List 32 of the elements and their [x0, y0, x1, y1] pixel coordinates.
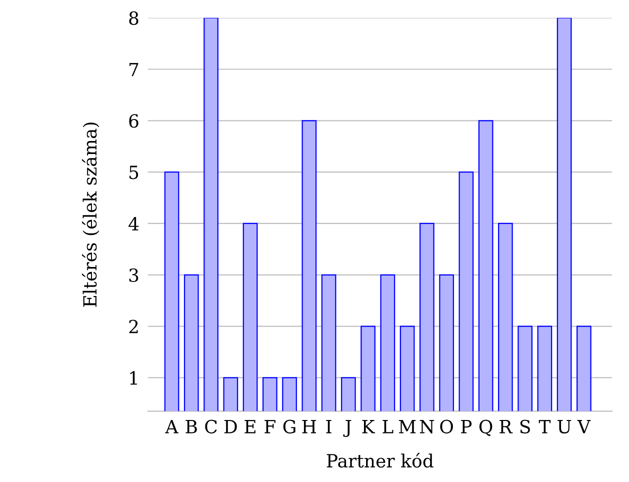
x-tick-label: B [186, 420, 197, 434]
x-tick-label: L [382, 420, 394, 434]
x-tick-label: Q [479, 420, 492, 436]
y-axis-title: Eltérés (élek száma) [82, 122, 100, 307]
x-tick-label: K [362, 420, 376, 434]
x-tick-label: O [440, 420, 453, 434]
y-tick-label: 7 [130, 62, 138, 76]
y-tick-label: 8 [129, 11, 138, 25]
x-tick-label: U [558, 420, 572, 434]
x-tick-label: H [302, 420, 316, 434]
x-tick-label: V [577, 420, 591, 434]
x-tick-label: M [398, 420, 416, 434]
y-tick-label: 6 [129, 114, 138, 128]
y-tick-label: 1 [130, 371, 137, 385]
x-tick-label: I [326, 420, 332, 434]
y-tick-label: 3 [129, 268, 138, 282]
x-tick-label: D [224, 420, 237, 434]
x-axis-title: Partner kód [326, 452, 434, 468]
x-tick-label: G [283, 420, 296, 434]
x-tick-label: S [520, 420, 530, 434]
x-tick-label: A [165, 420, 178, 434]
y-tick-label: 5 [130, 166, 138, 180]
x-tick-label: J [343, 420, 352, 437]
x-tick-label: T [538, 420, 551, 434]
x-tick-label: R [500, 420, 513, 434]
y-tick-label: 4 [128, 216, 139, 230]
x-tick-label: P [461, 420, 472, 434]
x-tick-label: C [205, 420, 217, 434]
x-tick-label: E [244, 420, 256, 434]
y-tick-label: 2 [129, 320, 138, 334]
x-tick-label: F [264, 420, 276, 434]
x-tick-label: N [420, 420, 434, 434]
